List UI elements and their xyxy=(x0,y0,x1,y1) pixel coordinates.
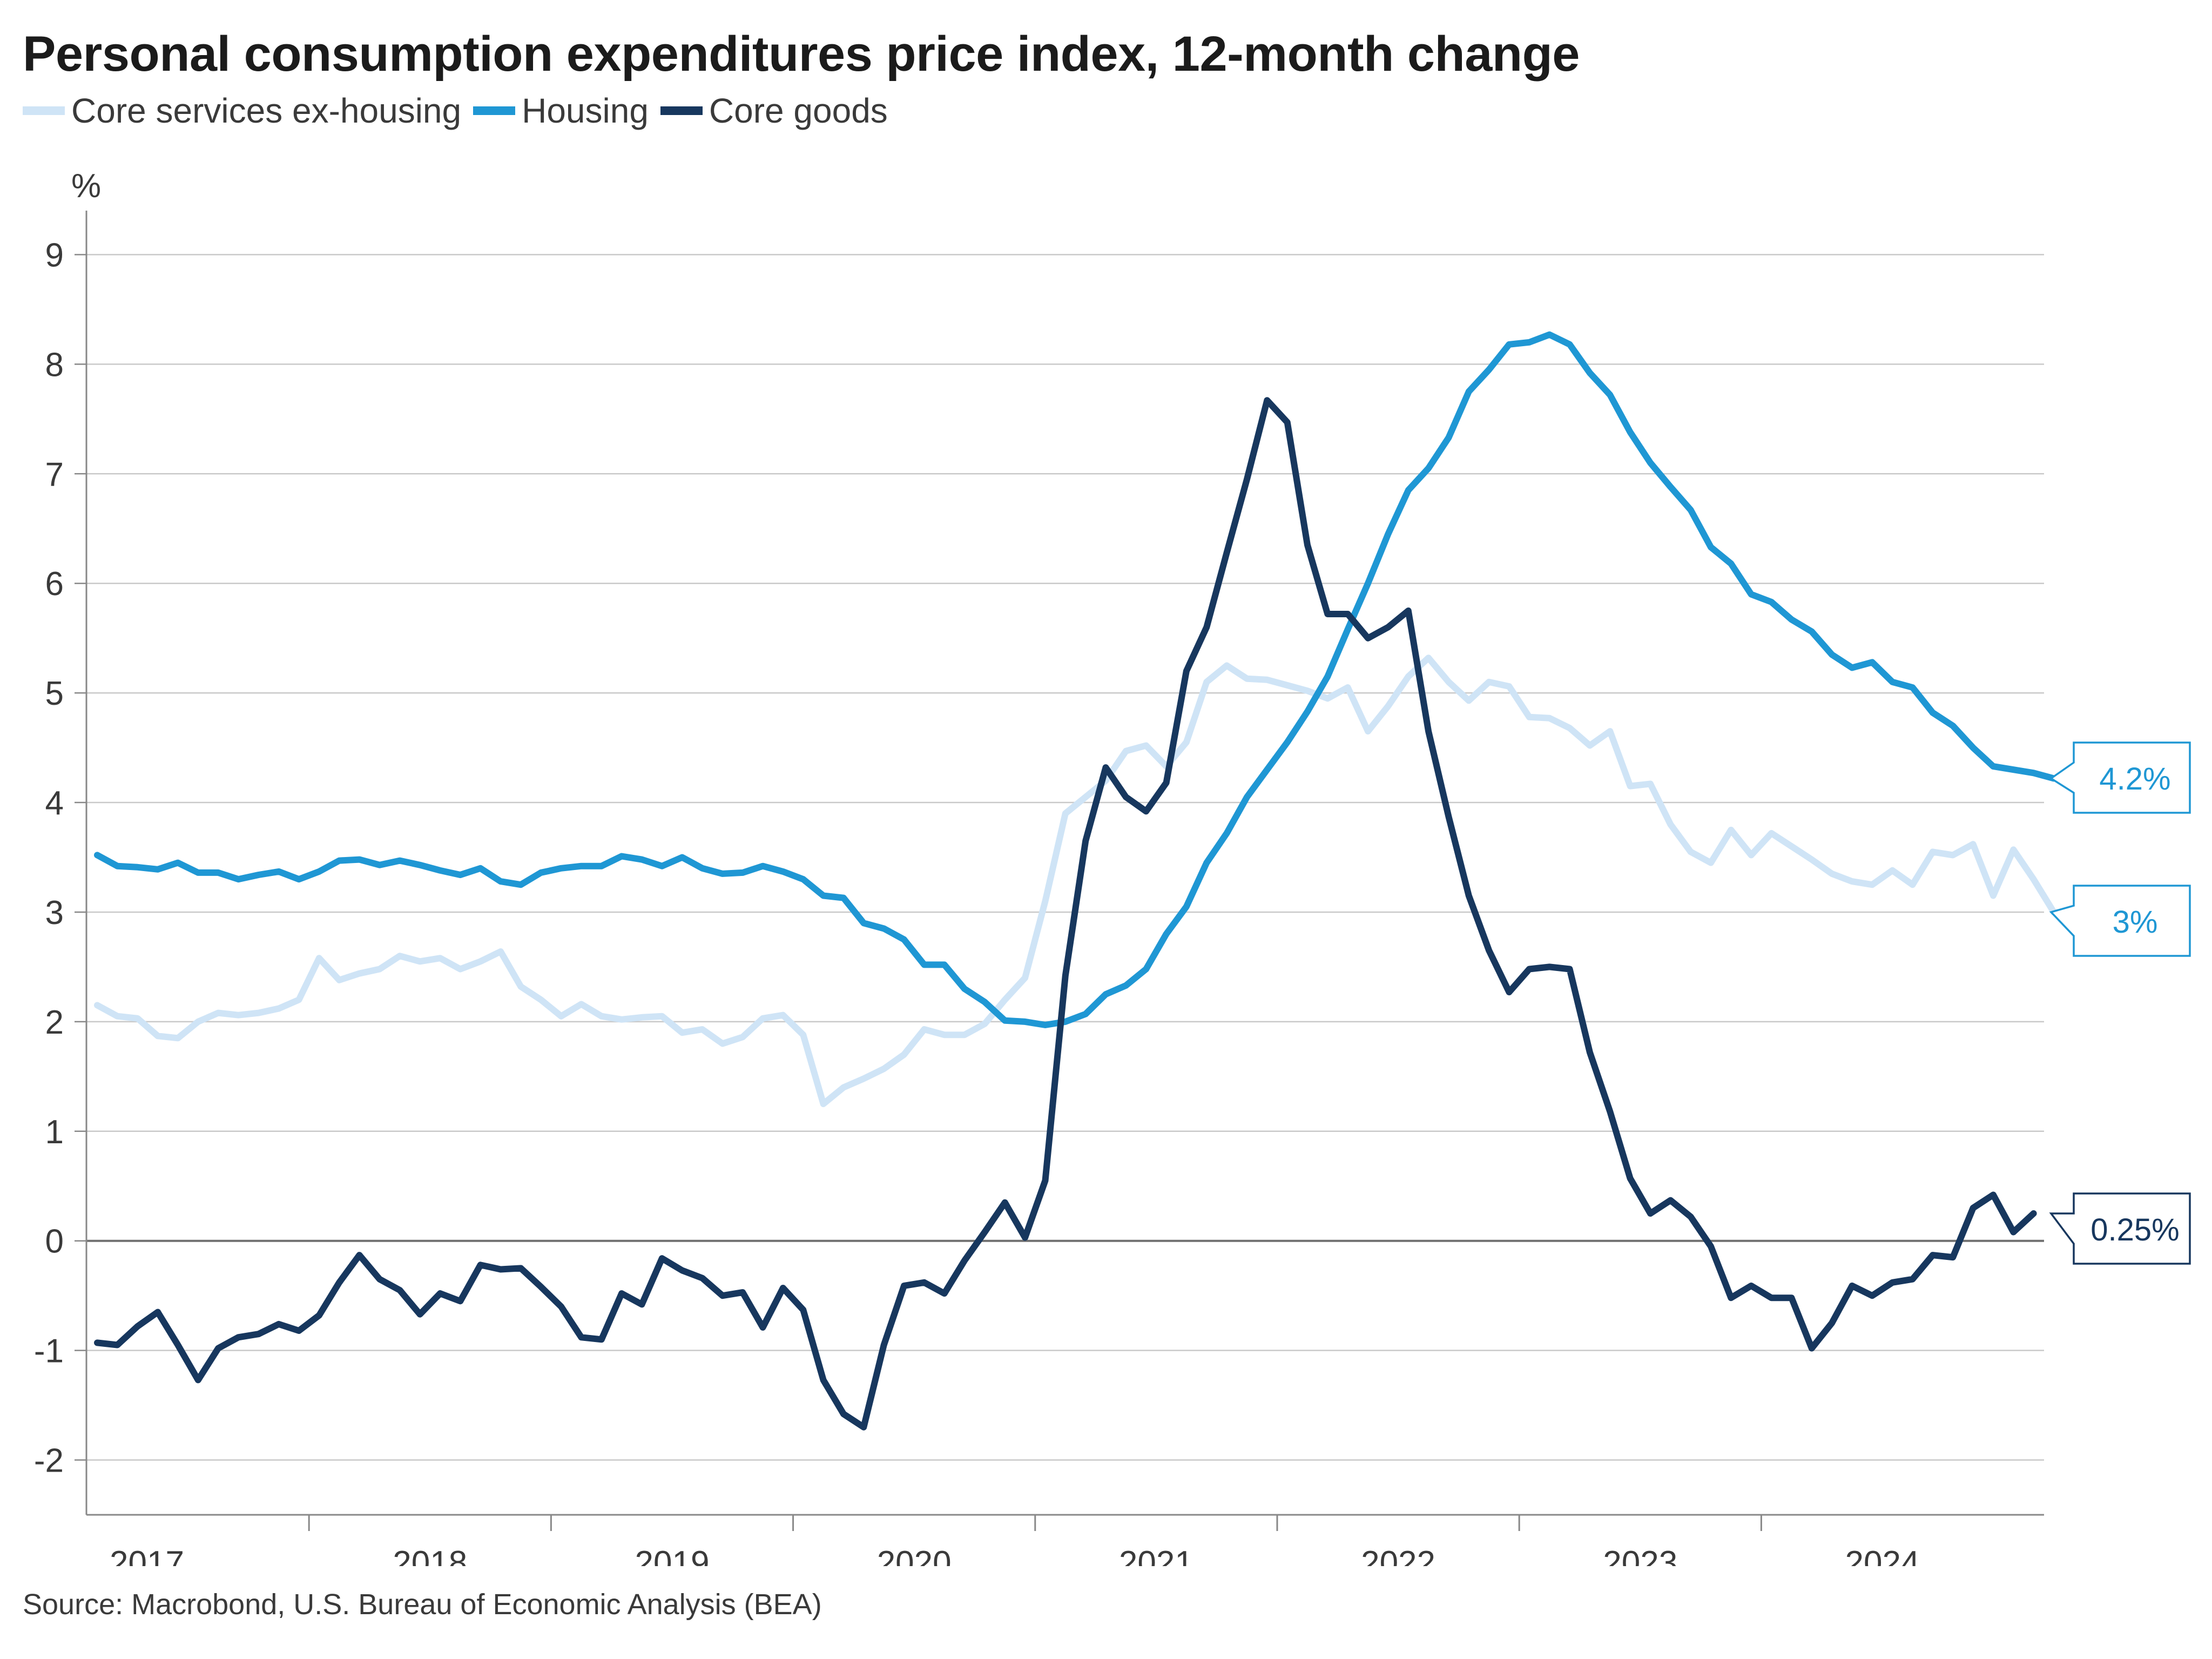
end-label-box xyxy=(2049,741,2191,814)
series-line-0 xyxy=(94,655,2057,1108)
end-label-box xyxy=(2049,1192,2191,1265)
y-tick-label: 3 xyxy=(45,894,64,932)
x-tick-label: 2022 xyxy=(1361,1545,1435,1566)
y-tick-label: 4 xyxy=(45,785,64,822)
y-tick-label: 7 xyxy=(45,456,64,493)
y-tick-label: 0 xyxy=(45,1223,64,1260)
legend-item-core-goods: Core goods xyxy=(660,91,888,131)
legend-label-housing: Housing xyxy=(522,91,649,130)
chart-title: Personal consumption expenditures price … xyxy=(23,26,1580,82)
source-note: Source: Macrobond, U.S. Bureau of Econom… xyxy=(23,1588,822,1621)
end-label-box xyxy=(2049,885,2191,957)
end-label-text: 3% xyxy=(2113,905,2158,940)
legend: Core services ex-housing Housing Core go… xyxy=(23,91,900,131)
end-label-text: 0.25% xyxy=(2090,1212,2179,1247)
legend-swatch-housing xyxy=(473,106,516,115)
end-labels: 4.2% 3% 0.25% xyxy=(2049,741,2191,1265)
y-tick-label: -2 xyxy=(34,1442,64,1480)
y-tick-label: 6 xyxy=(45,565,64,603)
y-tick-label: 1 xyxy=(45,1114,64,1151)
series-line-1 xyxy=(94,331,2057,1028)
x-tick-label: 2019 xyxy=(635,1545,710,1566)
x-tick-label: 2017 xyxy=(110,1545,184,1566)
y-tick-label: 5 xyxy=(45,675,64,712)
x-tick-label: 2020 xyxy=(877,1545,952,1566)
y-axis-unit: % xyxy=(71,167,101,205)
x-tick-label: 2024 xyxy=(1845,1545,1920,1566)
y-tick-label: 9 xyxy=(45,237,64,274)
legend-swatch-core-services xyxy=(23,106,65,115)
legend-swatch-core-goods xyxy=(660,106,703,115)
legend-label-core-goods: Core goods xyxy=(709,91,888,130)
y-tick-label: -1 xyxy=(34,1333,64,1370)
axes: 9 8 7 6 5 4 3 2 1 0 -1 -2% 2017 2018 2019 2020 2021 2022 2… xyxy=(34,167,2044,1566)
y-tick-label: 8 xyxy=(45,346,64,383)
x-tick-label: 2018 xyxy=(393,1545,467,1566)
legend-item-core-services: Core services ex-housing xyxy=(23,91,461,131)
legend-item-housing: Housing xyxy=(473,91,649,131)
end-label-text: 4.2% xyxy=(2099,761,2170,797)
y-tick-label: 2 xyxy=(45,1004,64,1041)
series-line-2 xyxy=(94,397,2037,1431)
legend-label-core-services: Core services ex-housing xyxy=(71,91,462,130)
x-tick-label: 2023 xyxy=(1603,1545,1677,1566)
x-tick-label: 2021 xyxy=(1119,1545,1193,1566)
line-chart: 9 8 7 6 5 4 3 2 1 0 -1 -2% 2017 2018 2019 2020 2021 2022 2… xyxy=(34,167,2191,1566)
series-lines xyxy=(94,331,2057,1431)
